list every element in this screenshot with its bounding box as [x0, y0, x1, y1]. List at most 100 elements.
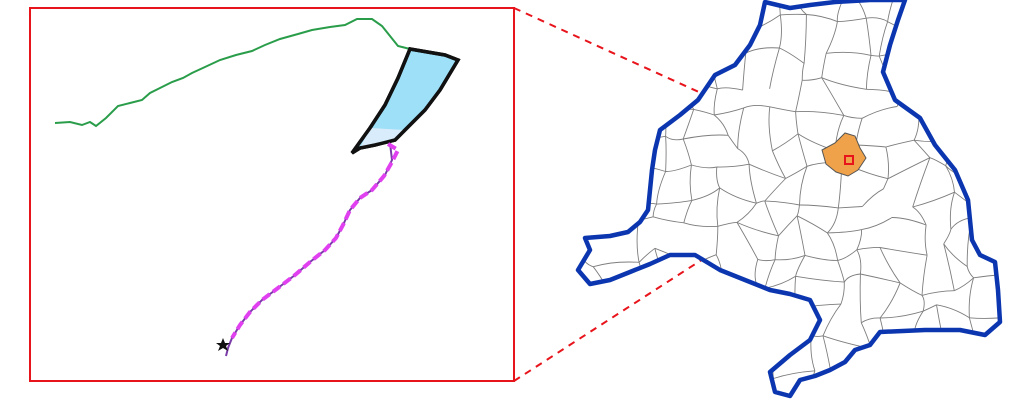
municipal-border-segment [913, 0, 958, 5]
municipal-border-segment [975, 340, 1000, 346]
municipal-border-segment [748, 164, 757, 204]
municipal-border-segment [707, 52, 746, 55]
municipal-border-segment [638, 23, 645, 53]
municipal-border-segment [861, 317, 881, 324]
municipal-border-segment [970, 12, 1000, 16]
municipal-border-segment [968, 277, 975, 318]
municipal-border-segment [838, 206, 863, 209]
municipal-border-segment [729, 397, 741, 398]
municipal-border-segment [692, 265, 697, 282]
municipal-border-segment [943, 345, 951, 377]
municipal-border-segment [809, 399, 838, 404]
municipal-border-segment [766, 305, 796, 310]
municipal-border-segment [913, 139, 931, 158]
municipal-border-segment [822, 335, 831, 370]
municipal-border-segment [942, 56, 956, 71]
municipal-border-segment [693, 108, 715, 116]
municipal-border-segment [924, 362, 931, 391]
municipal-border-segment [861, 217, 893, 231]
municipal-border-segment [830, 369, 870, 374]
municipal-border-segment [755, 332, 777, 353]
municipal-border-segment [638, 247, 656, 263]
municipal-border-segment [666, 17, 689, 34]
municipal-border-segment [679, 57, 693, 77]
municipal-border-segment [681, 340, 689, 373]
municipal-border-segment [1010, 257, 1012, 274]
municipal-border-segment [594, 168, 611, 197]
municipal-border-segment [924, 224, 928, 256]
municipal-border-segment [652, 216, 684, 224]
highlighted-catchment [821, 132, 867, 177]
municipal-border-segment [829, 369, 839, 396]
locator-square [844, 155, 854, 165]
route-line [230, 142, 401, 340]
municipal-border-segment [837, 260, 845, 283]
municipal-border-segment [578, 219, 582, 254]
municipal-border-segment [578, 0, 607, 7]
municipal-border-segment [840, 282, 845, 305]
municipal-border-segment [769, 47, 780, 89]
inset-frame [29, 7, 515, 382]
municipal-border-segment [666, 392, 699, 396]
municipal-border-segment [916, 12, 947, 35]
municipal-border-segment [597, 336, 622, 349]
municipal-border-segment [912, 191, 955, 208]
municipal-border-segment [624, 379, 639, 389]
municipal-border-segment [777, 0, 781, 15]
municipal-border-segment [879, 247, 928, 256]
municipal-border-segment [715, 226, 719, 255]
municipal-border-segment [916, 33, 923, 51]
municipal-border-segment [949, 192, 955, 230]
municipal-border-segment [656, 171, 667, 205]
municipal-border-segment [943, 243, 955, 291]
municipal-border-segment [741, 307, 757, 333]
municipal-border-segment [821, 53, 827, 78]
municipal-border-segment [764, 178, 786, 202]
municipal-border-segment [968, 143, 982, 178]
municipal-border-segment [753, 332, 757, 371]
municipal-border-segment [944, 340, 977, 347]
municipal-border-segment [968, 177, 1000, 180]
municipal-border-segment [913, 332, 930, 363]
municipal-border-segment [868, 371, 900, 383]
municipal-border-segment [694, 0, 724, 3]
municipal-border-segment [600, 23, 604, 47]
municipal-border-segment [996, 378, 1000, 396]
municipal-border-segment [642, 17, 667, 24]
municipal-border-segment [821, 77, 845, 116]
municipal-border-segment [921, 295, 925, 312]
municipal-border-segment [714, 369, 755, 372]
municipal-border-segment [885, 146, 889, 179]
municipal-border-segment [635, 206, 639, 221]
municipal-border-segment [1009, 13, 1017, 53]
municipal-border-segment [825, 21, 838, 54]
municipal-border-segment [741, 397, 769, 398]
municipal-border-segment [999, 131, 1000, 180]
municipal-border-segment [657, 370, 682, 374]
municipal-border-segment [957, 0, 975, 5]
municipal-border-segment [652, 303, 692, 316]
municipal-border-segment [895, 381, 901, 396]
municipal-border-segment [865, 395, 897, 396]
municipal-border-segment [742, 53, 747, 91]
municipal-border-segment [656, 199, 692, 205]
municipal-border-segment [879, 282, 901, 319]
municipal-border-segment [922, 50, 955, 58]
municipal-border-segment [652, 275, 666, 304]
municipal-border-segment [883, 178, 889, 189]
municipal-border-segment [929, 361, 951, 377]
municipal-border-segment [1010, 274, 1012, 317]
municipal-border-segment [968, 15, 972, 60]
municipal-border-segment [631, 165, 637, 207]
municipal-border-segment [778, 215, 798, 237]
municipal-border-segment [600, 6, 608, 25]
municipal-border-segment [656, 338, 688, 343]
municipal-border-segment [966, 266, 974, 279]
municipal-border-segment [714, 107, 744, 116]
municipal-border-segment [689, 164, 693, 201]
municipal-border-segment [743, 105, 770, 109]
municipal-border-segment [886, 332, 915, 354]
municipal-border-segment [821, 77, 867, 90]
municipal-border-segment [578, 19, 601, 25]
region-map [575, 0, 1017, 404]
